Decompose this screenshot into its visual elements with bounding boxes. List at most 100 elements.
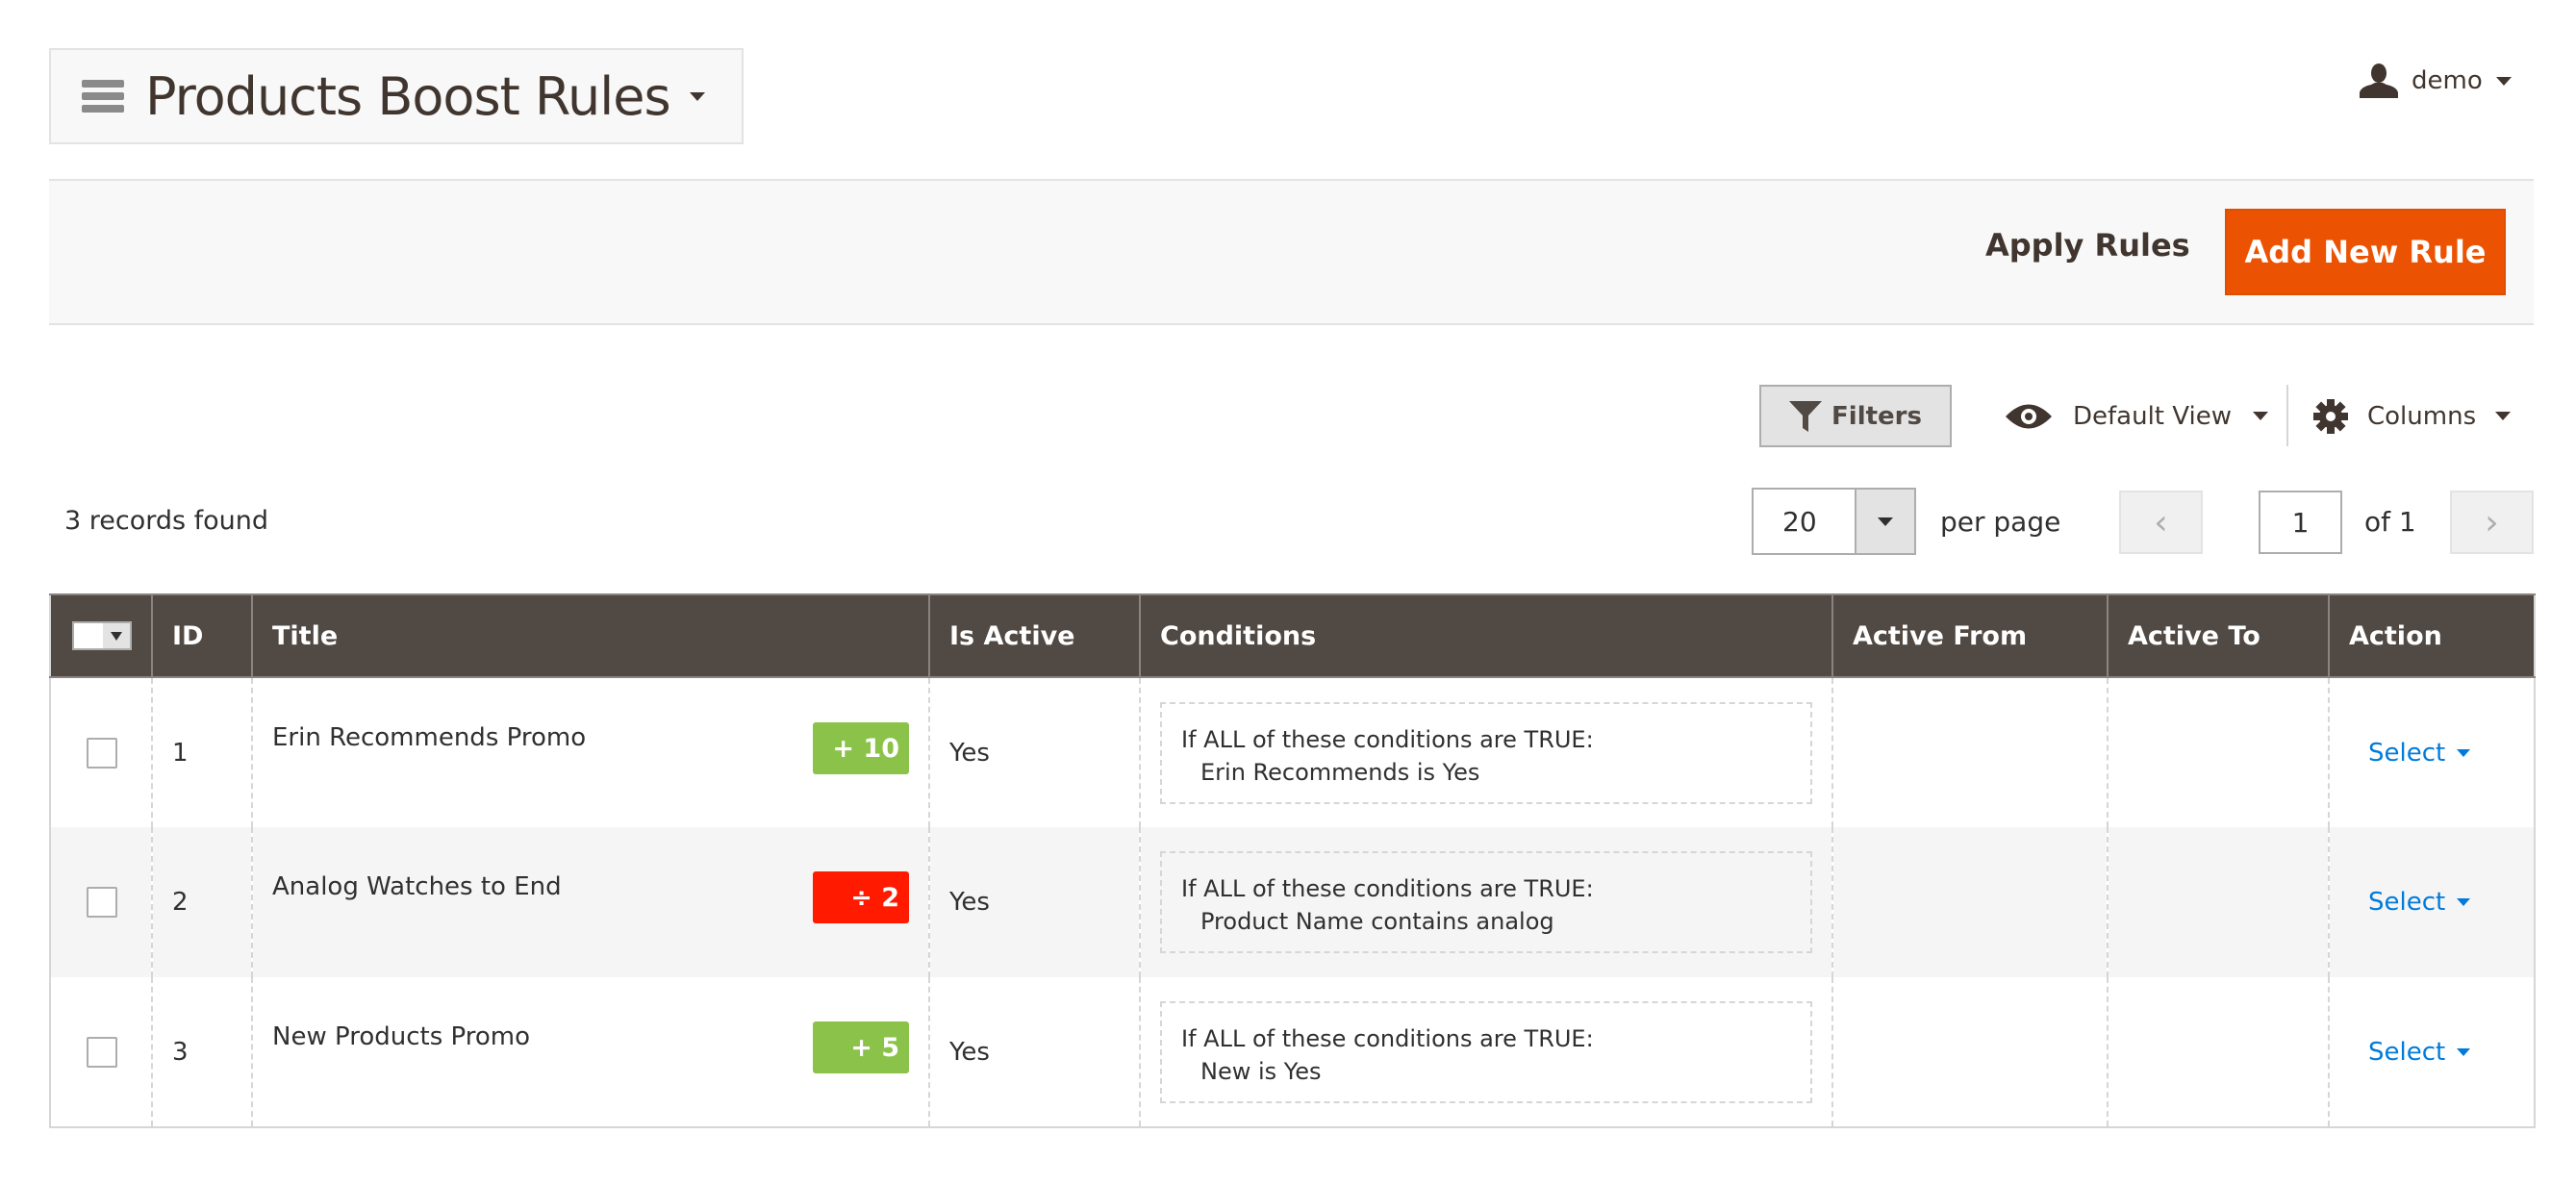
active-from-cell [1831, 977, 2108, 1127]
id-cell: 1 [151, 677, 252, 827]
page-actions-bar [49, 179, 2534, 325]
apply-rules-button[interactable]: Apply Rules [1985, 227, 2190, 264]
chevron-right-icon: › [2485, 502, 2499, 542]
active-from-cell [1831, 827, 2108, 977]
chevron-down-icon [1878, 517, 1893, 526]
table-row: 3 New Products Promo + 5 Yes If ALL of th… [50, 977, 2535, 1127]
condition-item: New is Yes [1200, 1057, 1322, 1085]
boost-badge: ÷ 2 [813, 871, 909, 923]
add-new-rule-button[interactable]: Add New Rule [2225, 209, 2506, 295]
user-name: demo [2412, 66, 2483, 95]
select-action-dropdown[interactable]: Select [2349, 739, 2514, 768]
row-checkbox[interactable] [87, 887, 117, 918]
chevron-down-icon [2457, 898, 2471, 906]
page-title-switcher[interactable]: Products Boost Rules [49, 48, 744, 144]
page-input[interactable]: 1 [2259, 491, 2342, 554]
chevron-down-icon [2457, 1047, 2471, 1056]
mass-action-header[interactable] [50, 593, 152, 678]
active-from-cell [1831, 677, 2108, 827]
select-action-label: Select [2368, 888, 2446, 917]
default-view-dropdown[interactable]: Default View [2006, 394, 2268, 438]
chevron-down-icon [111, 631, 122, 641]
per-page-toggle[interactable] [1855, 490, 1914, 553]
chevron-down-icon [2457, 748, 2471, 757]
eye-icon [2006, 404, 2052, 428]
next-page-button[interactable]: › [2450, 491, 2534, 554]
columns-dropdown[interactable]: Columns [2313, 394, 2512, 438]
chevron-down-icon [2252, 412, 2268, 420]
active-to-cell [2107, 977, 2329, 1127]
chevron-down-icon [2495, 412, 2512, 420]
column-header-conditions[interactable]: Conditions [1139, 593, 1832, 678]
conditions-cell: If ALL of these conditions are TRUE: Erin… [1139, 677, 1832, 827]
id-cell: 2 [151, 827, 252, 977]
action-cell: Select [2328, 977, 2535, 1127]
chevron-down-icon [689, 91, 705, 101]
select-action-dropdown[interactable]: Select [2349, 1038, 2514, 1067]
previous-page-button[interactable]: ‹ [2119, 491, 2203, 554]
conditions-box: If ALL of these conditions are TRUE: New … [1160, 1000, 1812, 1103]
rule-title: Erin Recommends Promo [272, 723, 587, 752]
rule-title: New Products Promo [272, 1022, 530, 1051]
title-cell: New Products Promo + 5 [251, 977, 929, 1127]
per-page-label: per page [1940, 506, 2061, 538]
user-icon [2360, 63, 2398, 98]
condition-item: Product Name contains analog [1200, 908, 1554, 935]
boost-badge: + 5 [813, 1021, 909, 1073]
per-page-select[interactable]: 20 [1752, 488, 1916, 555]
row-checkbox[interactable] [87, 737, 117, 769]
conditions-heading: If ALL of these conditions are TRUE: [1181, 1024, 1594, 1052]
is-active-cell: Yes [928, 827, 1140, 977]
column-header-id[interactable]: ID [151, 593, 252, 678]
condition-item: Erin Recommends is Yes [1200, 758, 1480, 786]
column-header-is-active[interactable]: Is Active [928, 593, 1140, 678]
table-row: 2 Analog Watches to End ÷ 2 Yes If ALL of… [50, 827, 2535, 977]
chevron-left-icon: ‹ [2154, 502, 2168, 542]
action-cell: Select [2328, 827, 2535, 977]
filter-icon [1789, 400, 1823, 432]
conditions-cell: If ALL of these conditions are TRUE: New … [1139, 977, 1832, 1127]
title-cell: Analog Watches to End ÷ 2 [251, 827, 929, 977]
conditions-heading: If ALL of these conditions are TRUE: [1181, 875, 1594, 902]
active-to-cell [2107, 827, 2329, 977]
row-checkbox[interactable] [87, 1036, 117, 1068]
column-header-action: Action [2328, 593, 2535, 678]
page-total: of 1 [2364, 506, 2416, 538]
conditions-box: If ALL of these conditions are TRUE: Erin… [1160, 701, 1812, 804]
toolbar-divider [2286, 385, 2288, 446]
gear-icon [2313, 398, 2348, 434]
row-select-cell [50, 827, 152, 977]
menu-icon [82, 80, 124, 113]
action-cell: Select [2328, 677, 2535, 827]
records-found: 3 records found [64, 506, 269, 536]
rules-grid: ID Title Is Active Conditions Active Fro… [49, 593, 2536, 1128]
filters-button[interactable]: Filters [1759, 385, 1952, 447]
per-page-value: 20 [1782, 505, 1817, 538]
id-cell: 3 [151, 977, 252, 1127]
user-menu[interactable]: demo [2360, 63, 2512, 98]
active-to-cell [2107, 677, 2329, 827]
title-cell: Erin Recommends Promo + 10 [251, 677, 929, 827]
column-header-active-from[interactable]: Active From [1831, 593, 2108, 678]
boost-badge: + 10 [813, 722, 909, 774]
page-title: Products Boost Rules [145, 65, 671, 127]
select-action-label: Select [2368, 1037, 2446, 1067]
row-select-cell [50, 677, 152, 827]
default-view-label: Default View [2073, 401, 2232, 431]
chevron-down-icon [2495, 76, 2512, 86]
is-active-cell: Yes [928, 977, 1140, 1127]
column-header-active-to[interactable]: Active To [2107, 593, 2329, 678]
rule-title: Analog Watches to End [272, 872, 562, 901]
conditions-heading: If ALL of these conditions are TRUE: [1181, 725, 1594, 753]
column-header-title[interactable]: Title [251, 593, 929, 678]
select-action-dropdown[interactable]: Select [2349, 888, 2514, 917]
is-active-cell: Yes [928, 677, 1140, 827]
conditions-cell: If ALL of these conditions are TRUE: Prod… [1139, 827, 1832, 977]
table-row: 1 Erin Recommends Promo + 10 Yes If ALL o… [50, 677, 2535, 827]
mass-select-checkbox[interactable] [72, 621, 132, 650]
row-select-cell [50, 977, 152, 1127]
columns-label: Columns [2367, 401, 2477, 431]
conditions-box: If ALL of these conditions are TRUE: Prod… [1160, 851, 1812, 953]
filters-label: Filters [1831, 401, 1922, 431]
select-action-label: Select [2368, 738, 2446, 768]
